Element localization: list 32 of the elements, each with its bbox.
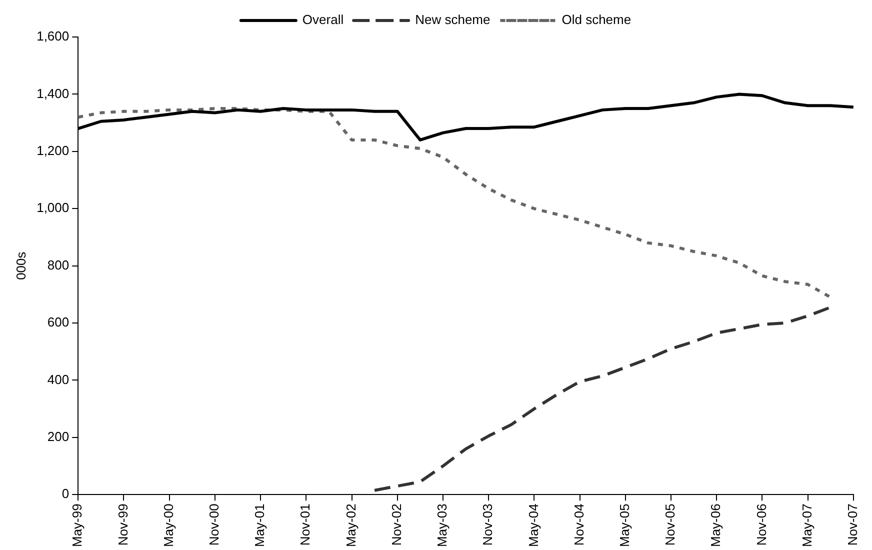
x-tick-label: Nov-05 [662,504,678,546]
x-tick-label: May-07 [799,504,814,548]
x-tick-label: Nov-02 [388,504,404,546]
x-tick-label: May-01 [252,504,268,548]
x-tick-label: Nov-03 [480,504,496,546]
y-tick-label: 1,600 [36,28,70,44]
y-tick-label: 1,400 [36,86,70,101]
y-tick-label: 800 [47,257,70,272]
x-tick-label: Nov-07 [844,504,860,546]
legend-label: Old scheme [562,12,632,28]
x-tick-label: Nov-04 [571,504,586,546]
y-tick-label: 200 [47,429,70,444]
x-tick-label: May-99 [70,504,85,548]
x-tick-label: May-06 [708,504,724,548]
x-tick-label: Nov-01 [298,504,313,546]
y-tick-label: 400 [47,372,70,387]
y-tick-label: 600 [47,314,70,330]
legend-label: New scheme [415,12,490,28]
legend-label: Overall [302,12,344,28]
x-tick-label: May-03 [434,504,450,548]
x-tick-label: Nov-00 [206,504,222,546]
x-tick-label: May-02 [343,504,358,548]
line-series [76,107,832,299]
y-tick-label: 0 [62,486,70,502]
y-tick-label: 1,000 [36,200,70,216]
x-tick-label: May-05 [616,504,632,548]
y-axis-title: 000s [13,251,28,280]
y-tick-label: 1,200 [36,142,70,158]
x-tick-label: May-00 [160,504,176,548]
x-tick-label: May-04 [526,504,541,548]
x-tick-label: Nov-99 [115,504,130,546]
x-tick-label: Nov-06 [754,504,769,546]
